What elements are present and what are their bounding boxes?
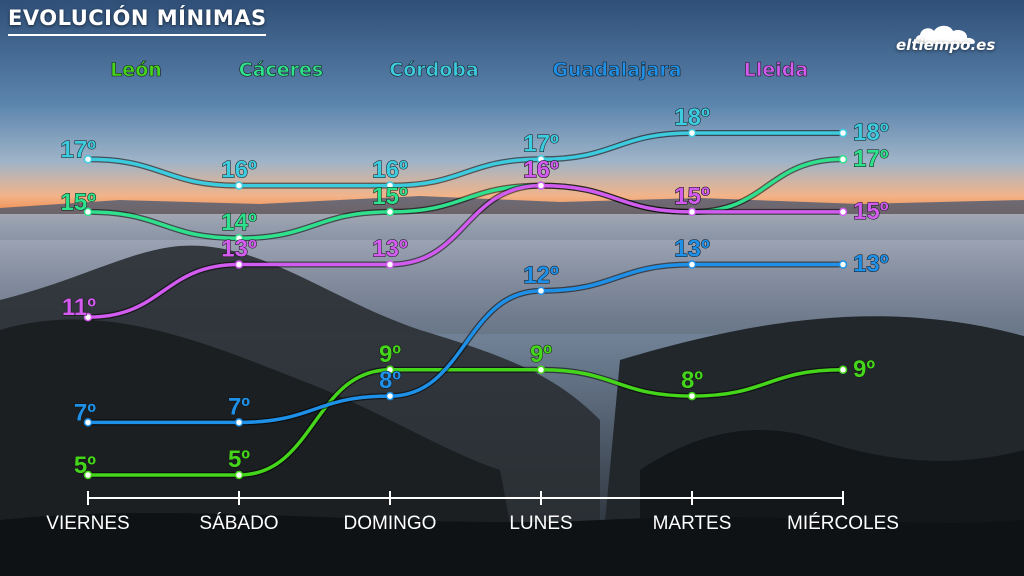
series-line-shadow-cordoba <box>85 129 846 189</box>
legend-item-guadalajara: Guadalajara <box>552 59 681 81</box>
data-label-cordoba: 17º <box>61 136 97 163</box>
data-point-leon <box>687 391 697 401</box>
data-label-leon: 9º <box>530 341 552 368</box>
data-label-guadalajara: 8º <box>379 367 401 394</box>
data-point-lleida <box>536 181 546 190</box>
data-label-cordoba: 16º <box>221 157 257 184</box>
legend-item-caceres: Cáceres <box>239 59 323 81</box>
data-label-caceres: 15º <box>674 183 710 210</box>
logo-text: eltiempo.es <box>896 36 996 54</box>
legend: León Cáceres Córdoba Guadalajara Lleida <box>110 59 809 82</box>
data-label-lleida: 13º <box>221 236 257 263</box>
data-point-guadalajara <box>83 418 93 427</box>
data-label-leon: 5º <box>228 446 250 473</box>
data-label-cordoba: 18º <box>674 104 710 131</box>
series-line-lleida <box>86 183 845 319</box>
data-label-caceres: 15º <box>61 189 97 216</box>
data-label-caceres: 15º <box>372 183 408 210</box>
data-point-lleida <box>385 260 395 269</box>
data-point-cordoba <box>385 181 395 190</box>
x-tick-label: SÁBADO <box>199 513 278 534</box>
data-point-lleida <box>838 207 848 217</box>
series-line-guadalajara <box>86 262 845 425</box>
data-point-lleida <box>687 207 697 217</box>
data-point-leon <box>838 365 848 375</box>
data-point-guadalajara <box>385 391 395 401</box>
data-point-cordoba <box>536 155 546 164</box>
data-label-guadalajara: 7º <box>74 399 96 426</box>
series-line-cordoba <box>86 131 845 188</box>
data-point-lleida <box>234 260 244 269</box>
x-tick-label: LUNES <box>509 513 572 534</box>
x-axis: VIERNES SÁBADO DOMINGO LUNES MARTES MIÉRCOLES <box>46 491 899 534</box>
data-label-leon: 8º <box>681 367 703 394</box>
data-label-lleida: 15º <box>674 183 710 210</box>
data-label-cordoba: 16º <box>372 157 408 184</box>
x-tick-label: MARTES <box>653 513 732 534</box>
data-point-leon <box>83 470 93 480</box>
data-point-leon <box>234 470 244 480</box>
brand-logo: eltiempo.es <box>896 22 1006 62</box>
series-line-caceres <box>86 157 845 240</box>
data-point-guadalajara <box>687 260 697 269</box>
data-point-guadalajara <box>536 286 546 296</box>
data-label-cordoba: 17º <box>523 130 559 157</box>
legend-item-lleida: Lleida <box>744 59 808 81</box>
x-tick-label: DOMINGO <box>344 513 437 534</box>
data-label-leon: 9º <box>853 356 875 383</box>
data-label-guadalajara: 12º <box>523 262 559 289</box>
data-label-guadalajara: 7º <box>228 393 250 420</box>
data-point-lleida <box>83 312 93 322</box>
data-label-lleida: 16º <box>523 157 559 184</box>
data-label-leon: 9º <box>379 341 401 368</box>
data-label-leon: 5º <box>74 452 96 479</box>
data-label-cordoba: 18º <box>853 119 889 146</box>
data-label-lleida: 11º <box>62 294 96 321</box>
legend-item-leon: León <box>110 59 162 81</box>
data-point-caceres <box>385 207 395 217</box>
data-point-leon <box>536 365 546 375</box>
data-label-lleida: 15º <box>853 198 889 225</box>
data-label-caceres: 17º <box>853 145 889 172</box>
data-point-leon <box>385 365 395 375</box>
data-point-guadalajara <box>838 260 848 269</box>
data-point-caceres <box>234 233 244 243</box>
chart-title: EVOLUCIÓN MÍNIMAS <box>8 6 267 30</box>
data-label-lleida: 13º <box>372 236 408 263</box>
series-lines <box>83 128 848 480</box>
data-point-cordoba <box>83 155 93 164</box>
data-point-guadalajara <box>234 418 244 427</box>
data-point-caceres <box>83 207 93 217</box>
series-line-leon <box>86 368 845 477</box>
data-point-cordoba <box>687 128 697 138</box>
data-point-cordoba <box>838 128 848 138</box>
cloud-icon <box>915 25 975 44</box>
data-label-guadalajara: 13º <box>853 251 889 278</box>
x-tick-label: MIÉRCOLES <box>787 513 899 534</box>
legend-item-cordoba: Córdoba <box>389 59 478 81</box>
x-tick-label: VIERNES <box>46 513 129 534</box>
data-label-caceres: 16º <box>523 157 559 184</box>
data-label-caceres: 14º <box>221 209 257 236</box>
data-point-cordoba <box>234 181 244 190</box>
data-point-caceres <box>838 155 848 164</box>
title-underline <box>8 34 266 36</box>
data-label-guadalajara: 13º <box>674 236 710 263</box>
